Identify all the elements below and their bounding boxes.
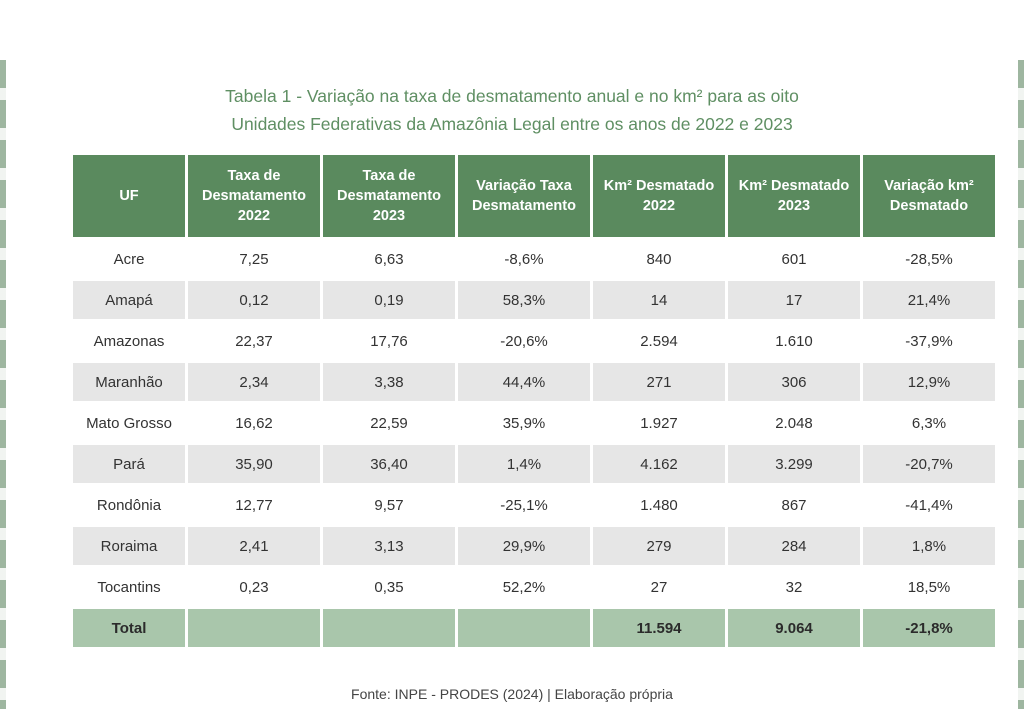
table-cell: 279 [593,527,725,565]
table-cell: -8,6% [504,250,544,268]
table-cell: 22,37 [235,332,273,350]
total-label: Total [73,609,185,647]
table-row: Roraima 2,41 3,13 29,9% 279 284 1,8% [73,527,995,565]
table-cell: -20,6% [500,332,548,350]
table-cell: 1,8% [863,527,995,565]
table-cell: 7,25 [239,250,269,268]
header-variacao-taxa: Variação Taxa Desmatamento [458,155,590,237]
table-cell: -25,1% [500,496,548,514]
table-title: Tabela 1 - Variação na taxa de desmatame… [0,82,1024,138]
total-cell-empty [188,609,320,647]
table-cell-uf: Tocantins [97,578,161,596]
table-cell: 29,9% [458,527,590,565]
table-cell-uf: Rondônia [96,496,162,514]
table-cell: 58,3% [458,281,590,319]
table-cell: 4.162 [593,445,725,483]
table-row: Acre 7,25 6,63 -8,6% 840 601 -28,5% [73,240,995,278]
table-cell: 0,19 [323,281,455,319]
table-cell-uf: Acre [113,250,145,268]
table-cell: 17,76 [370,332,408,350]
total-km2-2022: 11.594 [593,609,725,647]
table-row: Pará 35,90 36,40 1,4% 4.162 3.299 -20,7% [73,445,995,483]
table-row: Tocantins 0,23 0,35 52,2% 27 32 18,5% [73,568,995,606]
header-km2-2022: Km² Desmatado 2022 [593,155,725,237]
table-cell: 18,5% [907,578,951,596]
table-body: Acre 7,25 6,63 -8,6% 840 601 -28,5% Amapá 0,12 0,… [73,240,995,647]
table-cell: -37,9% [905,332,953,350]
table-row: Amazonas 22,37 17,76 -20,6% 2.594 1.610 -37,9% [73,322,995,360]
table-cell: 1,4% [458,445,590,483]
table-cell: 6,63 [374,250,404,268]
table-cell: 2,34 [188,363,320,401]
table-cell: 2,41 [188,527,320,565]
table-cell: 867 [781,496,807,514]
table-cell: -28,5% [905,250,953,268]
table-cell: 14 [593,281,725,319]
table-cell: -20,7% [863,445,995,483]
table-cell-uf: Amazonas [93,332,165,350]
table-title-line-2: Unidades Federativas da Amazônia Legal e… [231,114,793,134]
deforestation-table: UF Taxa de Desmatamento 2022 Taxa de Des… [70,152,998,650]
total-cell-empty [458,609,590,647]
table-cell-uf: Amapá [73,281,185,319]
source-note: Fonte: INPE - PRODES (2024) | Elaboração… [351,686,673,702]
table-cell: 1.927 [640,414,678,432]
table-cell: 840 [646,250,672,268]
table-cell-uf: Maranhão [73,363,185,401]
table-cell: 2.594 [640,332,678,350]
table-cell: 17 [728,281,860,319]
table-cell: 35,90 [188,445,320,483]
total-km2-2023: 9.064 [728,609,860,647]
table-cell: 2.048 [775,414,813,432]
table-cell: 32 [785,578,803,596]
table-cell: 12,9% [863,363,995,401]
table-cell-uf: Roraima [73,527,185,565]
table-title-line-1: Tabela 1 - Variação na taxa de desmatame… [225,86,799,106]
table-cell: 0,23 [239,578,269,596]
table-row: Maranhão 2,34 3,38 44,4% 271 306 12,9% [73,363,995,401]
total-cell-empty [323,609,455,647]
table-cell: 22,59 [370,414,408,432]
table-cell-uf: Pará [73,445,185,483]
table-cell: 3,38 [323,363,455,401]
header-row: UF Taxa de Desmatamento 2022 Taxa de Des… [73,155,995,237]
total-variacao-km2: -21,8% [863,609,995,647]
table-cell: 52,2% [502,578,546,596]
table-cell: 3.299 [728,445,860,483]
table-cell: 271 [593,363,725,401]
table-row: Mato Grosso 16,62 22,59 35,9% 1.927 2.048 6,3% [73,404,995,442]
table-cell: 306 [728,363,860,401]
header-taxa-2022: Taxa de Desmatamento 2022 [188,155,320,237]
table-cell: 1.610 [775,332,813,350]
table-cell: 35,9% [502,414,546,432]
table-cell: 21,4% [863,281,995,319]
header-uf: UF [73,155,185,237]
table-cell: 27 [650,578,668,596]
table-cell: 9,57 [374,496,404,514]
table-cell: 0,35 [374,578,404,596]
table-cell: 12,77 [235,496,273,514]
left-edge-decoration [0,60,6,709]
table-cell: 44,4% [458,363,590,401]
table-cell: 284 [728,527,860,565]
table-cell-uf: Mato Grosso [86,414,172,432]
table-cell: 16,62 [235,414,273,432]
table-cell: 36,40 [323,445,455,483]
right-edge-decoration [1018,60,1024,709]
table-cell: -41,4% [905,496,953,514]
table-cell: 6,3% [911,414,947,432]
table-cell: 601 [781,250,807,268]
table-cell: 0,12 [188,281,320,319]
table-row: Amapá 0,12 0,19 58,3% 14 17 21,4% [73,281,995,319]
header-km2-2023: Km² Desmatado 2023 [728,155,860,237]
table-cell: 1.480 [640,496,678,514]
table-row: Rondônia 12,77 9,57 -25,1% 1.480 867 -41,4% [73,486,995,524]
table-cell: 3,13 [323,527,455,565]
total-row: Total 11.594 9.064 -21,8% [73,609,995,647]
header-variacao-km2: Variação km² Desmatado [863,155,995,237]
header-taxa-2023: Taxa de Desmatamento 2023 [323,155,455,237]
